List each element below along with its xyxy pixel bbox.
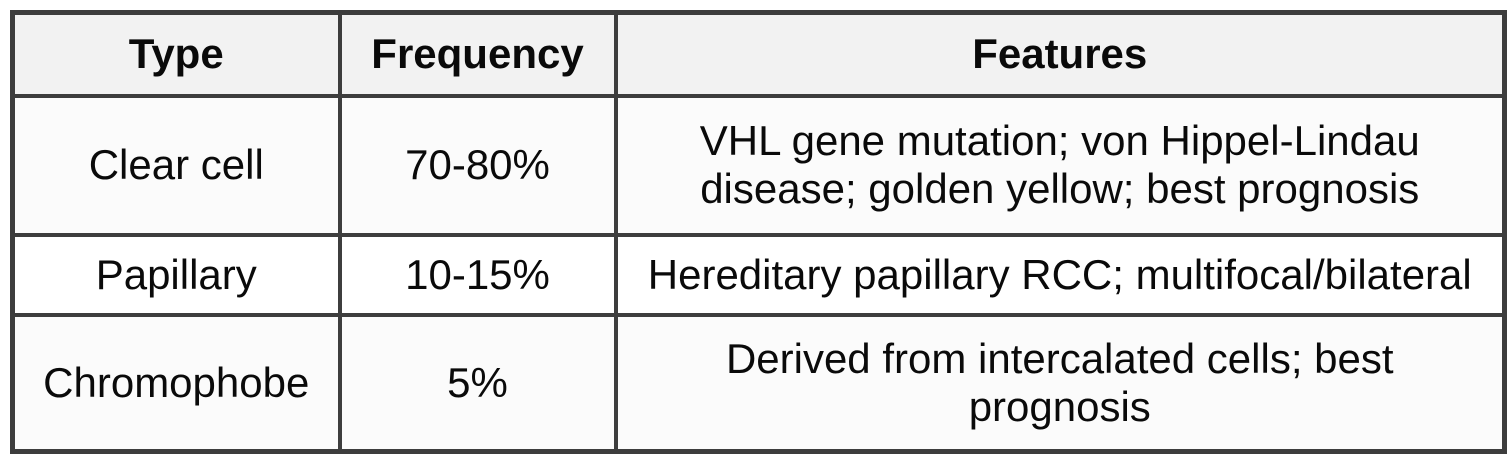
cell-frequency: 70-80% [337, 93, 618, 237]
cell-frequency: 5% [337, 312, 618, 454]
table-row-chromophobe: Chromophobe 5% Derived from intercalated… [10, 312, 1507, 454]
table-row-papillary: Papillary 10-15% Hereditary papillary RC… [10, 232, 1507, 317]
cell-type: Papillary [10, 232, 342, 317]
table-header-row: Type Frequency Features [10, 10, 1507, 98]
cell-features: Derived from intercalated cells; best pr… [613, 312, 1507, 454]
column-header-type: Type [10, 10, 342, 98]
rcc-subtypes-table: Type Frequency Features Clear cell 70-80… [10, 10, 1507, 454]
column-header-frequency: Frequency [337, 10, 618, 98]
cell-frequency: 10-15% [337, 232, 618, 317]
cell-type: Chromophobe [10, 312, 342, 454]
cell-type: Clear cell [10, 93, 342, 237]
table-row-clear-cell: Clear cell 70-80% VHL gene mutation; von… [10, 93, 1507, 237]
cell-features: Hereditary papillary RCC; multifocal/bil… [613, 232, 1507, 317]
cell-features: VHL gene mutation; von Hippel-Lindau dis… [613, 93, 1507, 237]
column-header-features: Features [613, 10, 1507, 98]
